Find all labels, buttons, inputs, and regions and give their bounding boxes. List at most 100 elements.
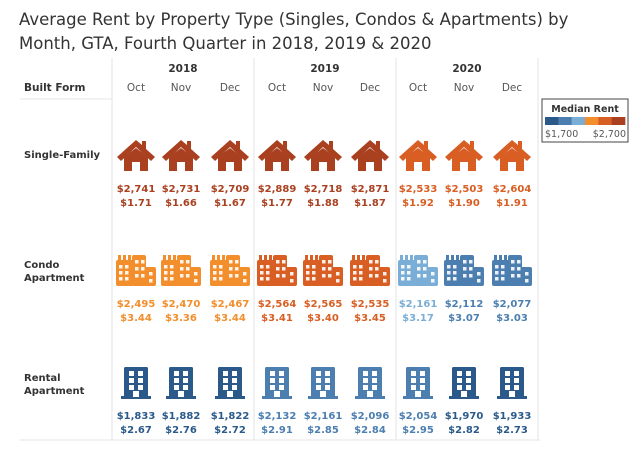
apartment-tower-icon [166,367,196,399]
month-header: Oct [127,82,145,94]
apartment-tower-icon [215,367,245,399]
rent-label: $2,871 [351,184,390,195]
apartment-tower-icon [308,367,338,399]
per-sqft-label: $1.77 [261,198,293,209]
per-sqft-label: $2.72 [214,425,246,436]
rent-label: $2,604 [493,184,532,195]
chart-title: Average Rent by Property Type (Singles, … [19,10,569,53]
condo-building-icon [210,255,250,286]
rent-label: $2,161 [304,411,343,422]
legend-swatch [598,117,612,125]
rent-label: $2,096 [351,411,390,422]
apartment-tower-icon [262,367,292,399]
rent-label: $2,565 [304,299,343,310]
legend-swatch [571,117,586,125]
condo-building-icon [350,255,390,286]
house-icon [445,140,483,171]
rent-label: $2,132 [258,411,297,422]
apartment-tower-icon [403,367,433,399]
rent-label: $2,533 [399,184,438,195]
apartment-tower-icon [449,367,479,399]
rent-label: $2,077 [493,299,532,310]
condo-building-icon [303,255,343,286]
per-sqft-label: $2.84 [354,425,386,436]
condo-building-icon [161,255,201,286]
rent-label: $2,731 [162,184,201,195]
month-header: Oct [409,82,427,94]
per-sqft-label: $3.44 [214,313,246,324]
house-icon [117,140,155,171]
rent-label: $2,495 [117,299,156,310]
rent-label: $2,718 [304,184,343,195]
rent-label: $1,833 [117,411,156,422]
per-sqft-label: $3.36 [165,313,197,324]
year-header: 2020 [452,63,481,75]
month-header: Nov [313,82,334,94]
per-sqft-label: $2.85 [307,425,339,436]
per-sqft-label: $1.91 [496,198,528,209]
per-sqft-label: $2.95 [402,425,434,436]
row-label: Condo [24,260,59,271]
legend-max-label: $2,700 [593,129,626,140]
rent-label: $2,467 [211,299,250,310]
per-sqft-label: $3.45 [354,313,386,324]
per-sqft-label: $3.40 [307,313,339,324]
row-label: Apartment [24,273,85,284]
rent-label: $2,503 [445,184,484,195]
per-sqft-label: $1.88 [307,198,339,209]
apartment-tower-icon [121,367,151,399]
rent-label: $1,933 [493,411,532,422]
legend-title: Median Rent [551,104,619,115]
rent-label: $2,470 [162,299,201,310]
condo-building-icon [444,255,484,286]
row-label: Apartment [24,386,85,397]
apartment-tower-icon [355,367,385,399]
month-header: Oct [268,82,286,94]
legend: Median Rent $1,700 $2,700 [541,98,629,143]
house-icon [162,140,200,171]
per-sqft-label: $2.76 [165,425,197,436]
rent-label: $2,054 [399,411,438,422]
per-sqft-label: $1.71 [120,198,152,209]
month-header: Dec [502,82,523,94]
month-header: Nov [171,82,192,94]
house-icon [493,140,531,171]
per-sqft-label: $3.17 [402,313,434,324]
condo-building-icon [257,255,297,286]
condo-building-icon [116,255,156,286]
per-sqft-label: $1.92 [402,198,434,209]
house-icon [211,140,249,171]
per-sqft-label: $3.41 [261,313,293,324]
legend-min-label: $1,700 [545,129,578,140]
legend-swatch [611,117,626,125]
month-header: Dec [220,82,241,94]
row-header-label: Built Form [24,82,85,94]
month-header: Nov [454,82,475,94]
per-sqft-label: $2.91 [261,425,293,436]
year-header: 2018 [168,63,197,75]
rent-label: $1,882 [162,411,201,422]
per-sqft-label: $3.44 [120,313,152,324]
per-sqft-label: $1.90 [448,198,480,209]
house-icon [304,140,342,171]
rent-label: $2,564 [258,299,297,310]
rent-label: $2,161 [399,299,438,310]
row-label: Rental [24,373,61,384]
house-icon [258,140,296,171]
legend-swatch [585,117,599,125]
condo-building-icon [492,255,532,286]
house-icon [399,140,437,171]
rent-label: $2,741 [117,184,156,195]
per-sqft-label: $2.73 [496,425,528,436]
house-icon [351,140,389,171]
per-sqft-label: $1.87 [354,198,386,209]
per-sqft-label: $3.07 [448,313,480,324]
per-sqft-label: $3.03 [496,313,528,324]
per-sqft-label: $2.67 [120,425,152,436]
per-sqft-label: $1.67 [214,198,246,209]
rent-label: $2,112 [445,299,484,310]
month-header: Dec [360,82,381,94]
per-sqft-label: $1.66 [165,198,197,209]
condo-building-icon [398,255,438,286]
